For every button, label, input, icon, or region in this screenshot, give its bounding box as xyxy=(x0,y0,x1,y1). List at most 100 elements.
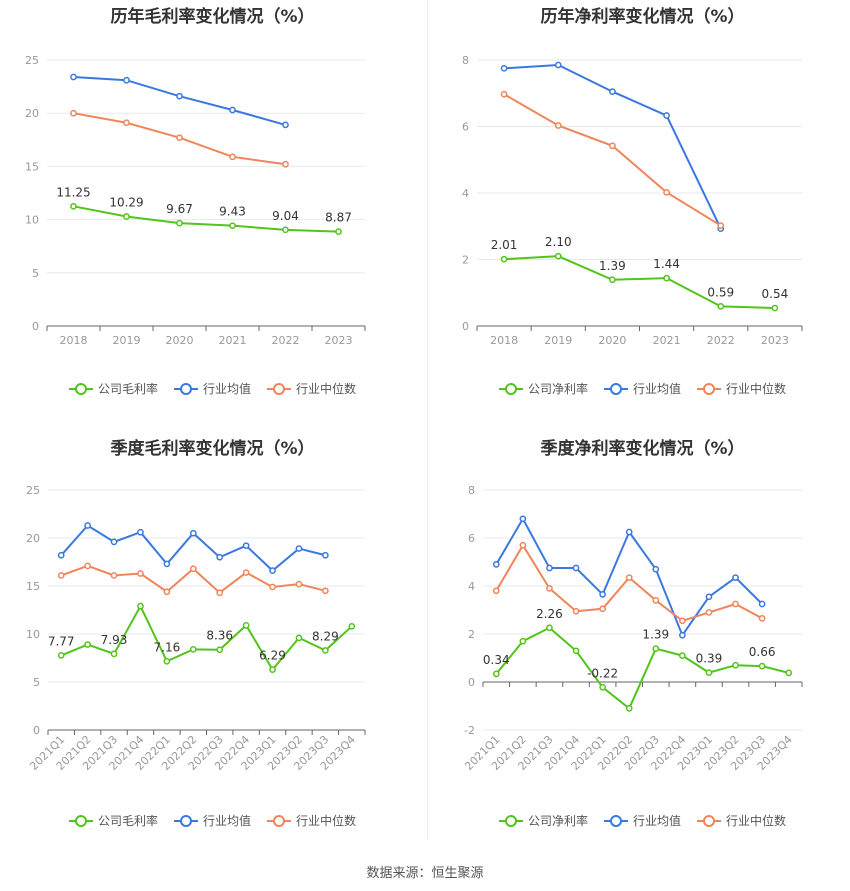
data-point-median[interactable] xyxy=(679,617,686,625)
data-point-avg[interactable] xyxy=(663,112,670,119)
data-point-median[interactable] xyxy=(599,605,606,613)
legend-item-avg[interactable]: 行业均值 xyxy=(603,812,681,829)
data-point-median[interactable] xyxy=(84,562,91,570)
data-point-avg[interactable] xyxy=(599,591,606,598)
data-point-company[interactable] xyxy=(492,670,500,678)
data-point-median[interactable] xyxy=(492,587,500,595)
data-point-avg[interactable] xyxy=(84,522,91,529)
data-point-avg[interactable] xyxy=(70,73,77,81)
legend-item-company[interactable]: 公司毛利率 xyxy=(68,380,158,397)
data-point-median[interactable] xyxy=(705,609,713,616)
data-point-avg[interactable] xyxy=(546,564,553,572)
data-point-company[interactable] xyxy=(57,652,65,659)
data-point-company[interactable] xyxy=(599,683,606,691)
data-point-avg[interactable] xyxy=(242,542,250,550)
data-point-avg[interactable] xyxy=(137,528,144,536)
data-point-company[interactable] xyxy=(348,622,356,630)
data-point-company[interactable] xyxy=(705,669,713,676)
legend-item-median[interactable]: 行业中位数 xyxy=(267,380,356,397)
data-point-company[interactable] xyxy=(572,647,580,655)
data-point-company[interactable] xyxy=(242,622,250,629)
data-point-avg[interactable] xyxy=(322,551,329,559)
data-point-company[interactable] xyxy=(84,641,91,648)
data-point-median[interactable] xyxy=(216,589,224,597)
data-point-avg[interactable] xyxy=(519,515,527,523)
legend-item-avg[interactable]: 行业均值 xyxy=(173,380,251,397)
data-point-avg[interactable] xyxy=(216,553,224,561)
data-point-company[interactable] xyxy=(500,255,508,263)
data-point-median[interactable] xyxy=(322,587,329,595)
legend-item-avg[interactable]: 行业均值 xyxy=(173,812,251,829)
data-point-median[interactable] xyxy=(163,588,171,596)
data-point-company[interactable] xyxy=(554,252,562,260)
data-point-avg[interactable] xyxy=(229,106,236,114)
data-point-company[interactable] xyxy=(163,657,171,665)
data-point-avg[interactable] xyxy=(625,528,633,536)
data-point-median[interactable] xyxy=(57,572,65,579)
data-point-company[interactable] xyxy=(176,219,183,227)
data-point-median[interactable] xyxy=(110,572,118,579)
data-point-median[interactable] xyxy=(717,222,725,229)
legend-item-company[interactable]: 公司净利率 xyxy=(498,380,588,397)
data-point-median[interactable] xyxy=(652,597,660,604)
data-point-median[interactable] xyxy=(189,565,197,573)
data-point-median[interactable] xyxy=(609,142,616,150)
data-point-company[interactable] xyxy=(189,646,197,653)
data-point-company[interactable] xyxy=(269,666,276,673)
data-point-avg[interactable] xyxy=(176,92,183,100)
data-point-median[interactable] xyxy=(282,160,289,168)
data-point-avg[interactable] xyxy=(705,593,713,601)
data-point-company[interactable] xyxy=(519,637,527,645)
data-point-avg[interactable] xyxy=(758,600,766,608)
data-point-avg[interactable] xyxy=(269,567,276,574)
data-point-company[interactable] xyxy=(652,645,660,652)
data-point-avg[interactable] xyxy=(282,121,289,129)
data-point-median[interactable] xyxy=(572,607,580,615)
data-point-avg[interactable] xyxy=(492,561,500,568)
legend-item-median[interactable]: 行业中位数 xyxy=(697,380,786,397)
data-point-avg[interactable] xyxy=(554,61,562,69)
legend-item-avg[interactable]: 行业均值 xyxy=(603,380,681,397)
data-point-median[interactable] xyxy=(500,90,508,98)
data-point-median[interactable] xyxy=(519,541,527,549)
data-point-median[interactable] xyxy=(663,188,670,196)
data-point-median[interactable] xyxy=(229,153,236,161)
data-point-company[interactable] xyxy=(758,662,766,670)
data-point-company[interactable] xyxy=(282,226,289,234)
data-point-avg[interactable] xyxy=(732,574,739,581)
data-point-company[interactable] xyxy=(717,303,725,310)
data-point-avg[interactable] xyxy=(189,529,197,537)
data-point-company[interactable] xyxy=(123,213,130,220)
data-point-median[interactable] xyxy=(123,119,130,127)
data-point-median[interactable] xyxy=(137,570,144,577)
data-point-company[interactable] xyxy=(137,602,144,610)
data-point-avg[interactable] xyxy=(500,64,508,72)
data-point-median[interactable] xyxy=(295,580,303,588)
data-point-company[interactable] xyxy=(295,634,303,642)
data-point-company[interactable] xyxy=(322,647,329,654)
data-point-company[interactable] xyxy=(335,228,342,235)
data-point-avg[interactable] xyxy=(57,551,65,559)
data-point-median[interactable] xyxy=(546,585,553,592)
data-point-company[interactable] xyxy=(216,646,224,654)
data-point-company[interactable] xyxy=(732,661,739,669)
data-point-company[interactable] xyxy=(625,705,633,712)
data-point-median[interactable] xyxy=(732,600,739,608)
data-point-median[interactable] xyxy=(176,134,183,142)
data-point-median[interactable] xyxy=(242,569,250,576)
data-point-company[interactable] xyxy=(110,650,118,658)
data-point-company[interactable] xyxy=(229,222,236,230)
data-point-company[interactable] xyxy=(70,202,77,210)
data-point-median[interactable] xyxy=(70,109,77,117)
data-point-median[interactable] xyxy=(554,122,562,129)
data-point-avg[interactable] xyxy=(295,545,303,552)
data-point-company[interactable] xyxy=(663,274,670,282)
legend-item-company[interactable]: 公司毛利率 xyxy=(68,812,158,829)
data-point-avg[interactable] xyxy=(572,564,580,572)
data-point-avg[interactable] xyxy=(110,538,118,546)
data-point-avg[interactable] xyxy=(163,560,171,568)
data-point-median[interactable] xyxy=(625,574,633,581)
data-point-avg[interactable] xyxy=(123,76,130,84)
legend-item-median[interactable]: 行业中位数 xyxy=(267,812,356,829)
legend-item-company[interactable]: 公司净利率 xyxy=(498,812,588,829)
